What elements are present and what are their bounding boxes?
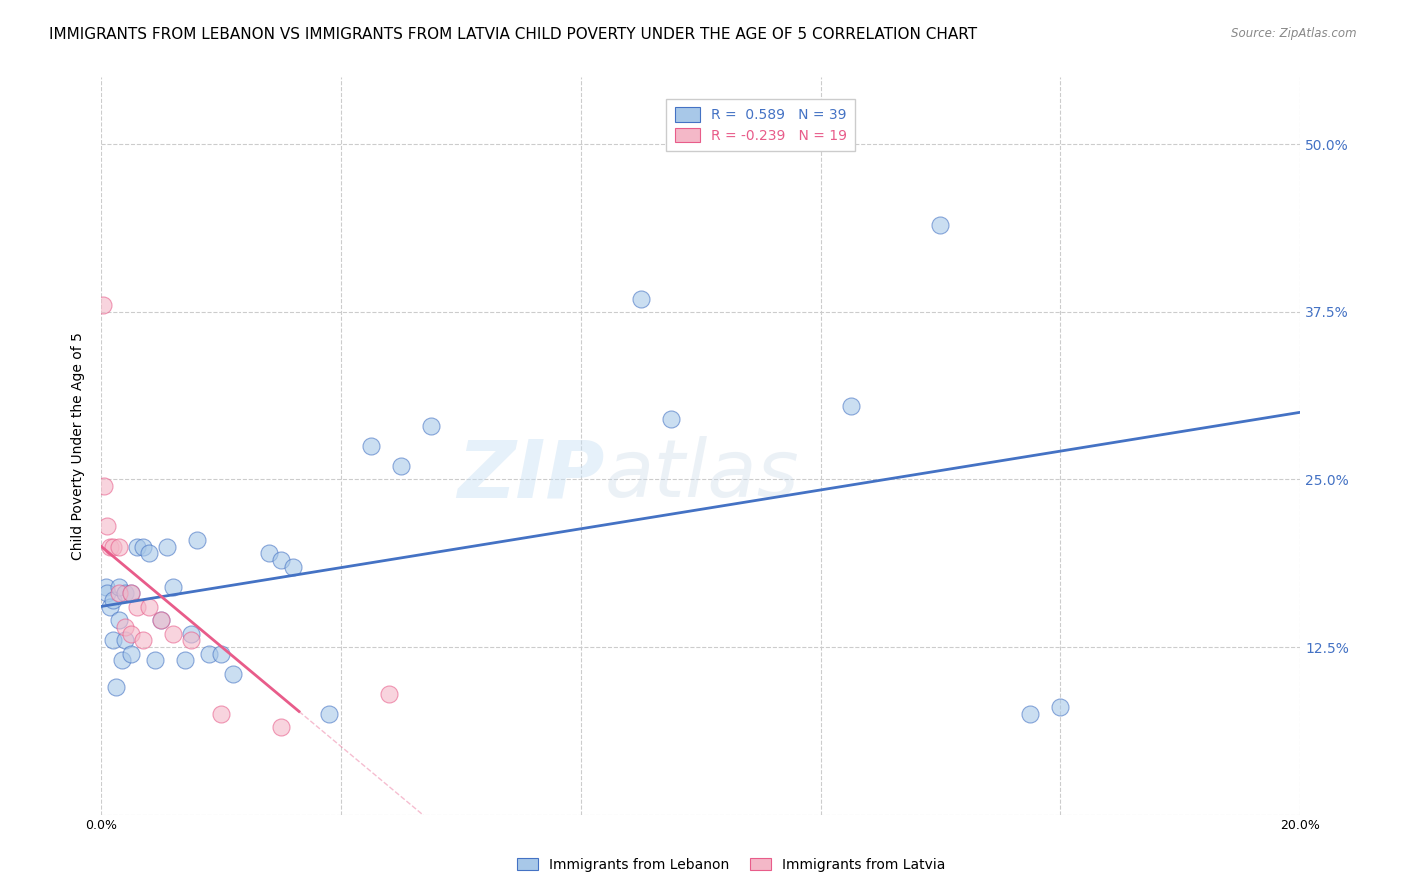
Point <box>103 540 125 554</box>
Point <box>127 540 149 554</box>
Text: atlas: atlas <box>605 436 800 515</box>
Legend: Immigrants from Lebanon, Immigrants from Latvia: Immigrants from Lebanon, Immigrants from… <box>513 854 949 876</box>
Point <box>96 586 118 600</box>
Text: IMMIGRANTS FROM LEBANON VS IMMIGRANTS FROM LATVIA CHILD POVERTY UNDER THE AGE OF: IMMIGRANTS FROM LEBANON VS IMMIGRANTS FR… <box>49 27 977 42</box>
Point <box>659 412 682 426</box>
Point <box>929 218 952 232</box>
Point <box>114 620 136 634</box>
Point <box>108 580 131 594</box>
Point <box>209 647 232 661</box>
Point <box>198 647 221 661</box>
Point <box>630 292 652 306</box>
Point <box>96 519 118 533</box>
Point <box>209 706 232 721</box>
Point <box>114 633 136 648</box>
Point <box>120 647 142 661</box>
Y-axis label: Child Poverty Under the Age of 5: Child Poverty Under the Age of 5 <box>72 332 86 560</box>
Point <box>138 599 160 614</box>
Point <box>114 586 136 600</box>
Point <box>120 586 142 600</box>
Point <box>174 653 197 667</box>
Point <box>389 459 412 474</box>
Point <box>94 580 117 594</box>
Point <box>120 626 142 640</box>
Text: ZIP: ZIP <box>457 436 605 515</box>
Point <box>103 593 125 607</box>
Point <box>1019 706 1042 721</box>
Point <box>132 540 155 554</box>
Point <box>180 626 202 640</box>
Point <box>108 586 131 600</box>
Point <box>103 633 125 648</box>
Point <box>150 613 173 627</box>
Text: Source: ZipAtlas.com: Source: ZipAtlas.com <box>1232 27 1357 40</box>
Point <box>186 533 208 547</box>
Point <box>419 418 441 433</box>
Point <box>281 559 304 574</box>
Point <box>318 706 340 721</box>
Point <box>378 687 401 701</box>
Point <box>108 540 131 554</box>
Point <box>120 586 142 600</box>
Point <box>257 546 280 560</box>
Point <box>127 599 149 614</box>
Legend: R =  0.589   N = 39, R = -0.239   N = 19: R = 0.589 N = 39, R = -0.239 N = 19 <box>666 99 855 151</box>
Point <box>1049 700 1071 714</box>
Point <box>162 580 184 594</box>
Point <box>180 633 202 648</box>
Point <box>105 680 128 694</box>
Point <box>138 546 160 560</box>
Point <box>360 439 382 453</box>
Point <box>156 540 179 554</box>
Point <box>839 399 862 413</box>
Point <box>111 653 134 667</box>
Point <box>93 479 115 493</box>
Point <box>91 298 114 312</box>
Point <box>143 653 166 667</box>
Point <box>132 633 155 648</box>
Point <box>98 540 121 554</box>
Point <box>162 626 184 640</box>
Point <box>108 613 131 627</box>
Point <box>150 613 173 627</box>
Point <box>98 599 121 614</box>
Point <box>222 666 245 681</box>
Point <box>270 721 292 735</box>
Point <box>270 553 292 567</box>
